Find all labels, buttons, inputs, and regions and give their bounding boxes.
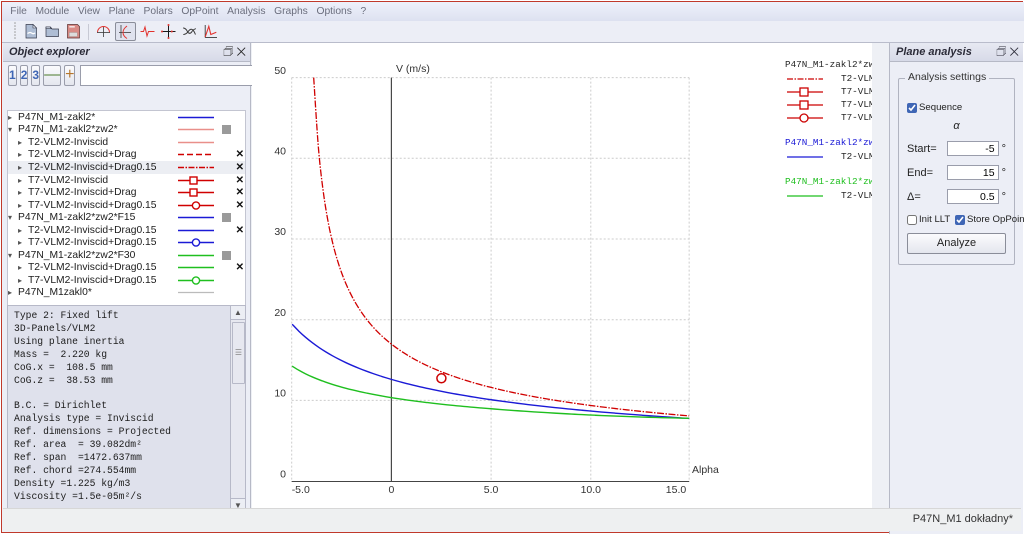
svg-text:40: 40 xyxy=(274,146,286,158)
svg-text:50: 50 xyxy=(274,65,286,77)
svg-text:20: 20 xyxy=(274,307,286,319)
svg-text:Alpha: Alpha xyxy=(692,464,719,476)
svg-text:V (m/s): V (m/s) xyxy=(396,63,430,75)
svg-text:5.0: 5.0 xyxy=(484,484,499,496)
svg-text:15.0: 15.0 xyxy=(666,484,687,496)
svg-text:0: 0 xyxy=(280,468,286,480)
svg-text:-5.0: -5.0 xyxy=(292,484,310,496)
svg-text:30: 30 xyxy=(274,226,286,238)
svg-text:0: 0 xyxy=(388,484,394,496)
svg-text:10.0: 10.0 xyxy=(581,484,602,496)
svg-text:10: 10 xyxy=(274,388,286,400)
